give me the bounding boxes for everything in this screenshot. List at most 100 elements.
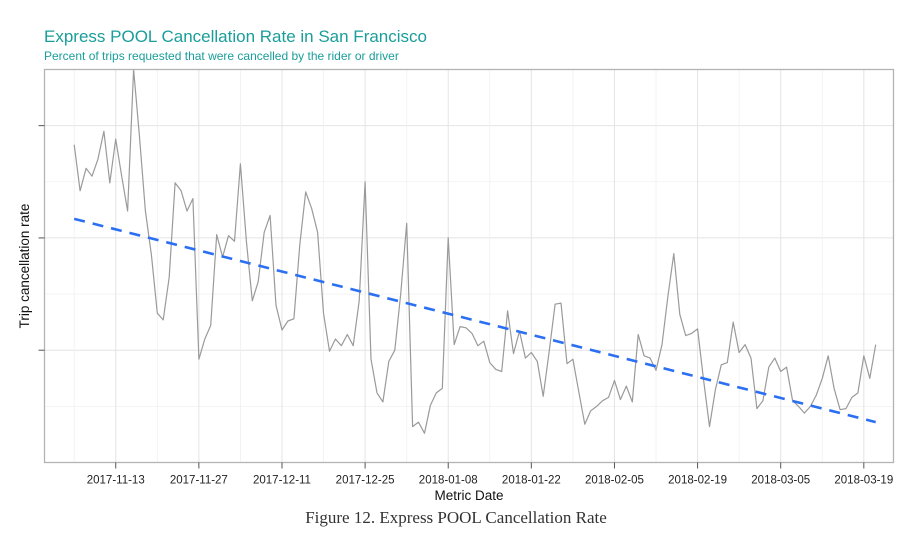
series-line-trend <box>73 217 877 424</box>
data-point <box>595 404 599 408</box>
data-point <box>203 337 207 341</box>
data-point <box>613 379 617 383</box>
data-point <box>743 343 747 347</box>
data-point <box>785 365 789 369</box>
data-point <box>440 386 444 390</box>
data-point <box>417 420 421 424</box>
data-point <box>624 384 628 388</box>
chart-subtitle: Percent of trips requested that were can… <box>44 49 399 63</box>
data-point <box>215 233 219 237</box>
data-point <box>523 356 527 360</box>
data-point <box>767 365 771 369</box>
data-point <box>72 143 76 147</box>
data-point <box>96 157 100 161</box>
data-point <box>345 333 349 337</box>
data-point <box>565 362 569 366</box>
data-point <box>333 337 337 341</box>
data-point <box>155 311 159 315</box>
data-point <box>369 357 373 361</box>
data-point <box>553 302 557 306</box>
data-point <box>161 318 165 322</box>
data-point <box>149 253 153 257</box>
data-point <box>696 327 700 331</box>
data-point <box>713 388 717 392</box>
data-point <box>779 370 783 374</box>
data-point <box>458 325 462 329</box>
data-point <box>143 209 147 213</box>
data-point <box>482 339 486 343</box>
data-point <box>197 357 201 361</box>
data-point <box>844 407 848 411</box>
data-point <box>856 391 860 395</box>
data-point <box>874 343 878 347</box>
data-point <box>387 359 391 363</box>
data-point <box>464 326 468 330</box>
data-point <box>90 174 94 178</box>
data-point <box>814 393 818 397</box>
x-tick-label: 2018-03-05 <box>751 475 810 487</box>
data-point <box>411 425 415 429</box>
data-point <box>114 137 118 141</box>
y-axis-title: Trip cancellation rate <box>17 204 32 329</box>
data-point <box>470 331 474 335</box>
data-point <box>363 180 367 184</box>
data-point <box>690 331 694 335</box>
data-point <box>541 394 545 398</box>
data-point <box>434 391 438 395</box>
data-point <box>630 400 634 404</box>
data-point <box>749 356 753 360</box>
data-point <box>102 129 106 133</box>
data-point <box>648 356 652 360</box>
data-point <box>494 367 498 371</box>
chart-title: Express POOL Cancellation Rate in San Fr… <box>44 27 427 46</box>
data-point <box>571 357 575 361</box>
figure-caption: Figure 12. Express POOL Cancellation Rat… <box>305 508 607 527</box>
data-point <box>446 236 450 240</box>
data-point <box>179 189 183 193</box>
x-tick-label: 2018-01-08 <box>419 475 478 487</box>
data-point <box>719 363 723 367</box>
data-point <box>488 361 492 365</box>
data-point <box>191 197 195 201</box>
data-point <box>601 399 605 403</box>
data-point <box>666 294 670 298</box>
data-point <box>506 309 510 313</box>
data-point <box>126 209 130 213</box>
data-point <box>310 207 314 211</box>
data-point <box>78 189 82 193</box>
data-point <box>185 209 189 213</box>
data-point <box>262 230 266 234</box>
data-point <box>138 135 142 139</box>
data-point <box>802 411 806 415</box>
data-point <box>862 354 866 358</box>
data-point <box>268 214 272 218</box>
data-point <box>393 348 397 352</box>
data-point <box>577 390 581 394</box>
data-point <box>642 354 646 358</box>
data-point <box>820 376 824 380</box>
data-point <box>636 333 640 337</box>
data-point <box>286 319 290 323</box>
data-point <box>256 280 260 284</box>
data-point <box>725 361 729 365</box>
x-tick-label: 2018-01-22 <box>502 475 561 487</box>
x-axis-title: Metric Date <box>434 488 503 503</box>
data-point <box>292 317 296 321</box>
data-point <box>274 303 278 307</box>
data-point <box>512 352 516 356</box>
data-point <box>755 407 759 411</box>
data-point <box>452 343 456 347</box>
data-point <box>660 343 664 347</box>
data-point <box>761 399 765 403</box>
data-point <box>773 356 777 360</box>
data-point <box>167 275 171 279</box>
data-point <box>654 368 658 372</box>
data-point <box>672 252 676 256</box>
data-point <box>328 349 332 353</box>
data-point <box>238 162 242 166</box>
data-point <box>173 181 177 185</box>
data-point <box>832 386 836 390</box>
data-point <box>227 234 231 238</box>
data-point <box>351 344 355 348</box>
